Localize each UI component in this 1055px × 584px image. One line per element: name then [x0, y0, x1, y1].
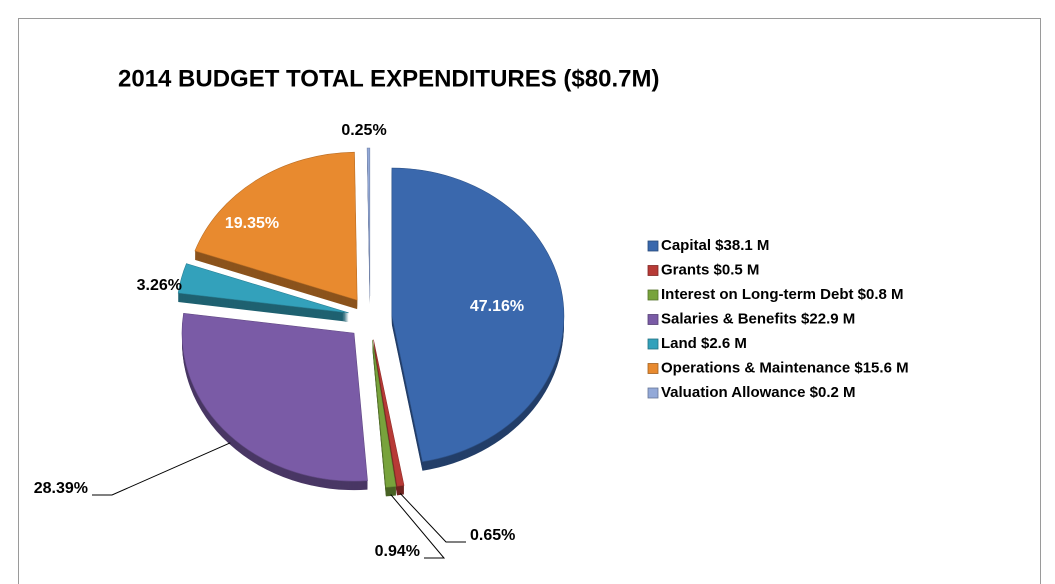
- legend-swatch: [647, 240, 659, 252]
- leader-line: [390, 494, 446, 559]
- pie-slice: [391, 167, 565, 463]
- legend-label: Salaries & Benefits $22.9 M: [661, 310, 855, 327]
- chart-title: 2014 BUDGET TOTAL EXPENDITURES ($80.7M): [118, 65, 659, 92]
- legend-label: Operations & Maintenance $15.6 M: [661, 359, 909, 376]
- legend-swatch: [647, 363, 659, 374]
- data-label: 0.94%: [375, 543, 420, 560]
- data-label: 3.26%: [137, 277, 182, 294]
- leader-line: [92, 442, 231, 496]
- leader-line: [399, 493, 466, 543]
- data-label: 28.39%: [34, 480, 88, 497]
- pie-slice: [177, 263, 349, 314]
- legend-swatch: [647, 265, 659, 276]
- legend-label: Grants $0.5 M: [661, 261, 759, 278]
- legend-swatch: [647, 314, 659, 325]
- legend-label: Interest on Long-term Debt $0.8 M: [661, 286, 904, 303]
- legend-swatch: [647, 387, 659, 399]
- pie-slice: [181, 312, 368, 482]
- data-label: 19.35%: [225, 215, 279, 232]
- legend-label: Capital $38.1 M: [661, 237, 769, 254]
- legend-swatch: [647, 289, 659, 301]
- data-label: 0.25%: [341, 122, 386, 139]
- pie-slice: [373, 339, 405, 487]
- pie-slice: [366, 147, 371, 297]
- legend-label: Land $2.6 M: [661, 335, 747, 352]
- pie-slice: [194, 151, 358, 301]
- legend-swatch: [647, 338, 659, 350]
- data-label: 47.16%: [470, 298, 524, 315]
- legend-label: Valuation Allowance $0.2 M: [661, 384, 856, 401]
- pie-slice: [372, 339, 397, 488]
- data-label: 0.65%: [470, 527, 515, 544]
